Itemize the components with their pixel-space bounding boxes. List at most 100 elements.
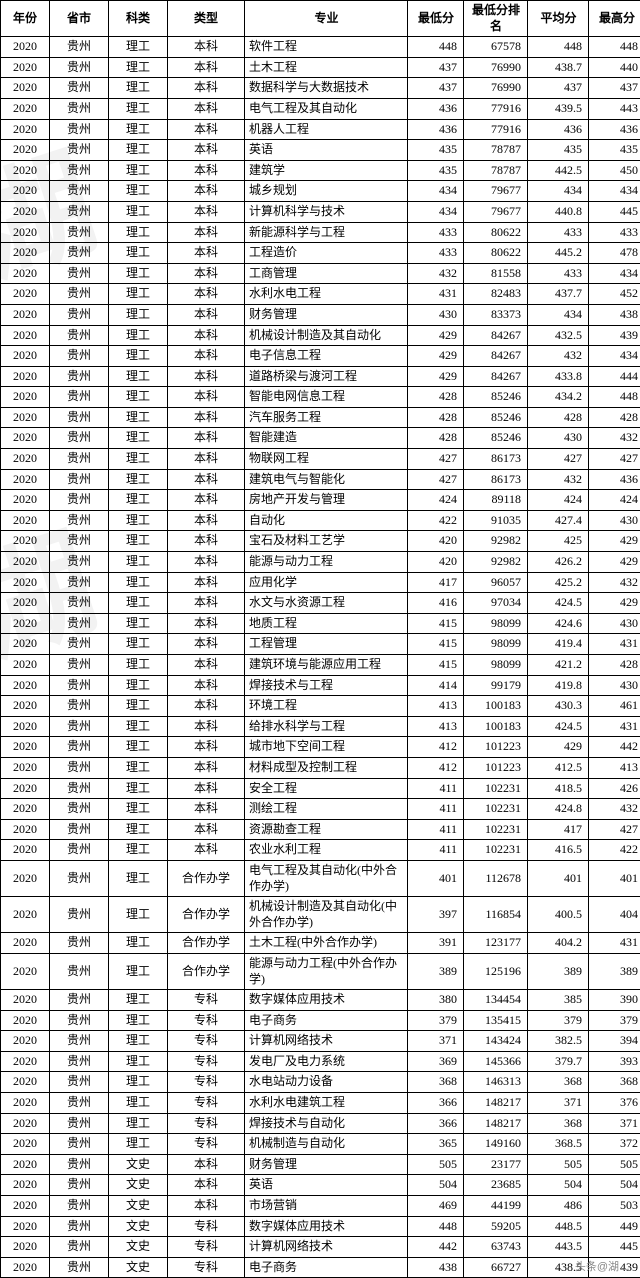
- table-cell: 448: [408, 1216, 464, 1237]
- table-cell: 本科: [168, 119, 245, 140]
- table-cell: 2020: [1, 840, 50, 861]
- table-cell: 416: [408, 593, 464, 614]
- table-cell: 433: [589, 222, 640, 243]
- col-header: 最高分: [589, 1, 640, 37]
- table-cell: 101223: [464, 737, 528, 758]
- table-cell: 433: [408, 222, 464, 243]
- table-cell: 建筑学: [245, 160, 408, 181]
- table-cell: 本科: [168, 593, 245, 614]
- table-cell: 文史: [109, 1154, 168, 1175]
- table-cell: 贵州: [50, 387, 109, 408]
- table-cell: 专科: [168, 1257, 245, 1278]
- table-cell: 数字媒体应用技术: [245, 1216, 408, 1237]
- table-cell: 地质工程: [245, 613, 408, 634]
- table-cell: 本科: [168, 449, 245, 470]
- table-cell: 92982: [464, 531, 528, 552]
- table-cell: 贵州: [50, 304, 109, 325]
- table-cell: 416.5: [528, 840, 589, 861]
- table-cell: 434: [528, 304, 589, 325]
- table-row: 2020贵州理工本科建筑学43578787442.5450384: [1, 160, 640, 181]
- table-cell: 本科: [168, 634, 245, 655]
- table-cell: 148217: [464, 1113, 528, 1134]
- table-row: 2020贵州理工合作办学电气工程及其自动化(中外合作办学)40111267840…: [1, 860, 640, 896]
- table-cell: 理工: [109, 737, 168, 758]
- table-cell: 98099: [464, 634, 528, 655]
- table-cell: 贵州: [50, 449, 109, 470]
- table-cell: 贵州: [50, 634, 109, 655]
- table-cell: 贵州: [50, 428, 109, 449]
- col-header: 专业: [245, 1, 408, 37]
- table-row: 2020贵州理工本科道路桥梁与渡河工程42984267433.8444384: [1, 366, 640, 387]
- table-cell: 2020: [1, 57, 50, 78]
- table-cell: 428: [589, 655, 640, 676]
- table-cell: 86173: [464, 449, 528, 470]
- table-row: 2020贵州理工专科电子商务379135415379379180: [1, 1010, 640, 1031]
- table-cell: 本科: [168, 510, 245, 531]
- table-row: 2020贵州理工本科工商管理43281558433434384: [1, 263, 640, 284]
- table-cell: 土木工程: [245, 57, 408, 78]
- table-cell: 城乡规划: [245, 181, 408, 202]
- table-cell: 本科: [168, 428, 245, 449]
- table-cell: 23685: [464, 1175, 528, 1196]
- table-cell: 2020: [1, 778, 50, 799]
- table-cell: 2020: [1, 531, 50, 552]
- table-cell: 426: [589, 778, 640, 799]
- table-cell: 2020: [1, 1093, 50, 1114]
- table-cell: 76990: [464, 57, 528, 78]
- table-row: 2020贵州理工本科能源与动力工程42092982426.2429384: [1, 552, 640, 573]
- table-cell: 2020: [1, 953, 50, 989]
- table-cell: 449: [589, 1216, 640, 1237]
- table-cell: 本科: [168, 222, 245, 243]
- table-cell: 2020: [1, 325, 50, 346]
- table-cell: 软件工程: [245, 37, 408, 58]
- table-cell: 计算机科学与技术: [245, 201, 408, 222]
- table-cell: 393: [589, 1051, 640, 1072]
- table-cell: 水电站动力设备: [245, 1072, 408, 1093]
- table-cell: 本科: [168, 263, 245, 284]
- table-cell: 424: [528, 490, 589, 511]
- table-cell: 理工: [109, 675, 168, 696]
- table-cell: 404: [589, 897, 640, 933]
- table-cell: 机器人工程: [245, 119, 408, 140]
- table-cell: 本科: [168, 531, 245, 552]
- table-cell: 389: [528, 953, 589, 989]
- table-cell: 421.2: [528, 655, 589, 676]
- table-row: 2020贵州理工本科给排水科学与工程413100183424.5431384: [1, 716, 640, 737]
- table-cell: 理工: [109, 304, 168, 325]
- table-cell: 贵州: [50, 1257, 109, 1278]
- table-cell: 理工: [109, 263, 168, 284]
- table-cell: 412: [408, 757, 464, 778]
- table-cell: 本科: [168, 98, 245, 119]
- table-cell: 505: [528, 1154, 589, 1175]
- table-cell: 102231: [464, 799, 528, 820]
- table-cell: 433.8: [528, 366, 589, 387]
- table-cell: 431: [589, 716, 640, 737]
- table-cell: 2020: [1, 140, 50, 161]
- table-cell: 贵州: [50, 366, 109, 387]
- table-cell: 贵州: [50, 716, 109, 737]
- table-cell: 道路桥梁与渡河工程: [245, 366, 408, 387]
- table-cell: 428: [589, 407, 640, 428]
- col-header: 科类: [109, 1, 168, 37]
- table-cell: 433: [408, 243, 464, 264]
- table-cell: 505: [408, 1154, 464, 1175]
- table-cell: 432: [589, 572, 640, 593]
- table-cell: 理工: [109, 613, 168, 634]
- table-cell: 66727: [464, 1257, 528, 1278]
- table-cell: 理工: [109, 510, 168, 531]
- table-row: 2020贵州理工专科水利水电建筑工程366148217371376180: [1, 1093, 640, 1114]
- table-cell: 413: [408, 716, 464, 737]
- table-cell: 2020: [1, 78, 50, 99]
- table-row: 2020贵州理工本科数据科学与大数据技术43776990437437384: [1, 78, 640, 99]
- table-cell: 2020: [1, 1051, 50, 1072]
- table-cell: 理工: [109, 1051, 168, 1072]
- table-cell: 资源勘查工程: [245, 819, 408, 840]
- table-cell: 文史: [109, 1196, 168, 1217]
- table-cell: 434: [589, 181, 640, 202]
- table-cell: 2020: [1, 1031, 50, 1052]
- table-cell: 436: [408, 98, 464, 119]
- table-cell: 461: [589, 696, 640, 717]
- table-cell: 本科: [168, 1175, 245, 1196]
- table-row: 2020贵州理工本科材料成型及控制工程412101223412.5413384: [1, 757, 640, 778]
- table-cell: 贵州: [50, 1093, 109, 1114]
